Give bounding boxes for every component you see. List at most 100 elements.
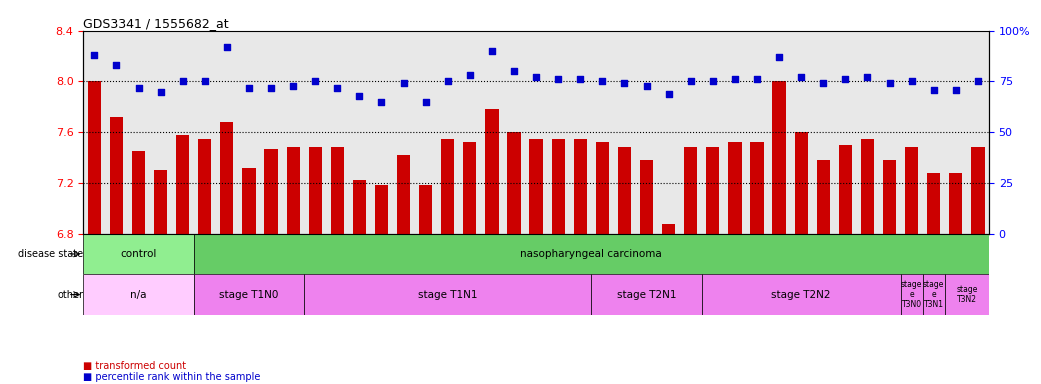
Bar (132, 151, 145, 384)
Bar (530, 139, 542, 384)
Point (770, 54, 787, 60)
Point (904, 78, 920, 84)
Point (417, 99, 434, 105)
Point (262, 84, 279, 91)
Point (925, 86, 942, 93)
Point (130, 84, 147, 91)
Point (86, 52, 103, 58)
Point (307, 78, 324, 84)
Bar (420, 185, 432, 384)
FancyBboxPatch shape (83, 234, 194, 274)
Bar (243, 168, 256, 384)
Point (152, 89, 169, 95)
Point (594, 78, 611, 84)
Bar (640, 160, 653, 384)
Text: stage
e
T3N0: stage e T3N0 (900, 280, 922, 310)
Point (506, 68, 523, 74)
Text: ■ transformed count: ■ transformed count (83, 361, 186, 371)
Point (882, 80, 898, 86)
Bar (729, 142, 741, 384)
FancyBboxPatch shape (702, 274, 900, 315)
Point (947, 86, 964, 93)
FancyBboxPatch shape (922, 274, 945, 315)
Point (439, 78, 456, 84)
Point (638, 83, 655, 89)
Text: stage T1N1: stage T1N1 (418, 290, 478, 300)
Text: stage
e
T3N1: stage e T3N1 (923, 280, 944, 310)
Point (108, 62, 125, 68)
Bar (949, 173, 963, 384)
Point (660, 91, 677, 97)
Point (572, 76, 588, 83)
Bar (308, 147, 322, 384)
Point (837, 76, 854, 83)
Bar (264, 149, 278, 384)
Bar (87, 81, 101, 384)
Point (528, 74, 544, 81)
Point (351, 93, 367, 99)
Text: ■ percentile rank within the sample: ■ percentile rank within the sample (83, 372, 260, 382)
Text: disease state: disease state (18, 249, 83, 259)
Bar (706, 147, 719, 384)
Bar (353, 180, 366, 384)
FancyBboxPatch shape (83, 274, 194, 315)
Bar (905, 147, 918, 384)
Bar (375, 185, 388, 384)
Point (748, 76, 765, 83)
FancyBboxPatch shape (304, 274, 591, 315)
Bar (772, 81, 786, 384)
Text: GDS3341 / 1555682_at: GDS3341 / 1555682_at (83, 17, 229, 30)
Bar (794, 132, 808, 384)
Text: stage T2N1: stage T2N1 (617, 290, 677, 300)
Text: other: other (57, 290, 83, 300)
Point (969, 78, 986, 84)
Bar (109, 117, 123, 384)
Point (219, 44, 235, 50)
Bar (485, 109, 499, 384)
Point (329, 84, 346, 91)
Point (727, 76, 743, 83)
Bar (507, 132, 520, 384)
Point (461, 72, 478, 78)
Text: control: control (121, 249, 157, 259)
FancyBboxPatch shape (194, 274, 304, 315)
Point (240, 84, 257, 91)
Bar (198, 139, 211, 384)
Point (815, 80, 832, 86)
Point (396, 80, 412, 86)
Point (859, 74, 875, 81)
Bar (883, 160, 896, 384)
Point (683, 78, 700, 84)
Bar (552, 139, 565, 384)
Point (550, 76, 566, 83)
FancyBboxPatch shape (945, 274, 989, 315)
Bar (441, 139, 454, 384)
Bar (751, 142, 764, 384)
Text: stage T2N2: stage T2N2 (771, 290, 831, 300)
Bar (574, 139, 587, 384)
Bar (154, 170, 168, 384)
Text: stage T1N0: stage T1N0 (220, 290, 279, 300)
FancyBboxPatch shape (900, 274, 922, 315)
Bar (684, 147, 697, 384)
Point (705, 78, 721, 84)
Text: nasopharyngeal carcinoma: nasopharyngeal carcinoma (520, 249, 662, 259)
Bar (286, 147, 300, 384)
Bar (662, 223, 676, 384)
Bar (595, 142, 609, 384)
Point (174, 78, 191, 84)
Text: stage
T3N2: stage T3N2 (957, 285, 977, 304)
Bar (839, 145, 852, 384)
Bar (816, 160, 830, 384)
Point (616, 80, 633, 86)
Bar (176, 135, 189, 384)
Bar (331, 147, 344, 384)
FancyBboxPatch shape (591, 274, 702, 315)
Point (285, 83, 302, 89)
Bar (971, 147, 985, 384)
Point (197, 78, 213, 84)
Point (793, 74, 810, 81)
Text: n/a: n/a (130, 290, 147, 300)
FancyBboxPatch shape (194, 234, 989, 274)
Bar (221, 122, 233, 384)
